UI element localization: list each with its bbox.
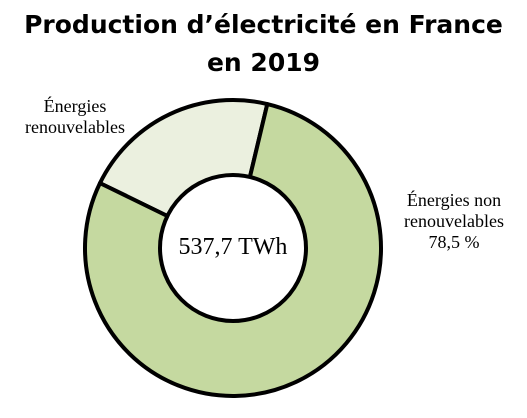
- slice-value-nonrenewable: 78,5 %: [428, 232, 480, 252]
- slice-label-renewable: Énergies renouvelables: [10, 96, 140, 138]
- center-total-label: 537,7 TWh: [178, 234, 288, 260]
- slice-label-renewable-line1: Énergies: [43, 96, 107, 116]
- donut-hole: [158, 173, 308, 323]
- chart-title: Production d’électricité en France en 20…: [0, 6, 527, 82]
- slice-label-nonrenewable: Énergies non renouvelables 78,5 %: [388, 190, 520, 253]
- chart-title-line2: en 2019: [206, 48, 321, 77]
- slice-label-nonrenewable-line2: renouvelables: [404, 211, 504, 231]
- chart-title-line1: Production d’électricité en France: [24, 10, 503, 39]
- slice-label-nonrenewable-line1: Énergies non: [406, 190, 502, 210]
- slice-label-renewable-line2: renouvelables: [25, 117, 125, 137]
